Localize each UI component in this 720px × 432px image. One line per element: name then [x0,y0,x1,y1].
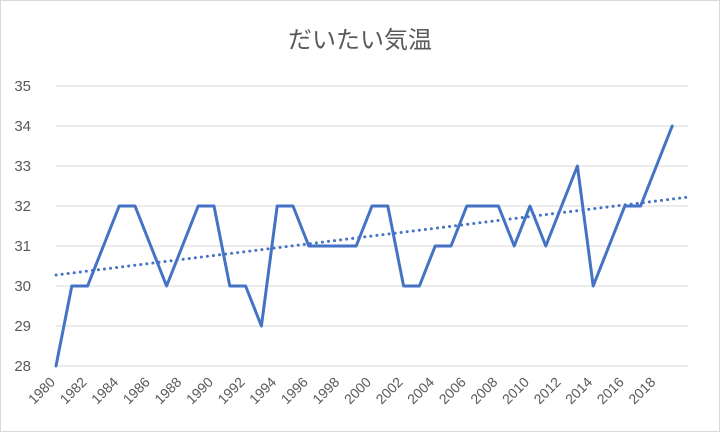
x-tick-label-2014: 2014 [562,374,595,407]
chart-title: だいたい気温 [288,26,432,54]
x-tick-label-2002: 2002 [372,374,405,407]
x-tick-label-2004: 2004 [404,374,437,407]
gridlines [56,85,688,327]
x-tick-label-1980: 1980 [25,374,58,407]
x-tick-label-1990: 1990 [183,374,216,407]
y-axis-ticks: 28 29 30 31 32 33 34 35 [14,78,31,375]
y-tick-label-35: 35 [14,78,31,95]
x-tick-label-2000: 2000 [341,374,374,407]
x-axis-ticks: 1980198219841986198819901992199419961998… [25,374,659,407]
series-line-temperature [54,124,674,368]
x-tick-label-2008: 2008 [467,374,500,407]
y-tick-label-34: 34 [14,118,31,135]
x-tick-label-1994: 1994 [246,374,279,407]
y-tick-label-32: 32 [14,198,31,215]
y-tick-label-29: 29 [14,318,31,335]
x-tick-label-2018: 2018 [625,374,658,407]
x-tick-label-1986: 1986 [120,374,153,407]
x-tick-label-2010: 2010 [499,374,532,407]
y-tick-label-31: 31 [14,238,31,255]
series-layer [54,124,674,368]
x-tick-label-2006: 2006 [436,374,469,407]
x-tick-label-2012: 2012 [530,374,563,407]
y-tick-label-33: 33 [14,158,31,175]
x-tick-label-1988: 1988 [151,374,184,407]
y-tick-label-28: 28 [14,358,31,375]
x-tick-label-2016: 2016 [594,374,627,407]
x-tick-label-1982: 1982 [56,374,89,407]
x-tick-label-1992: 1992 [214,374,247,407]
x-tick-label-1998: 1998 [309,374,342,407]
x-tick-label-1984: 1984 [88,374,121,407]
y-tick-label-30: 30 [14,278,31,295]
x-tick-label-1996: 1996 [278,374,311,407]
